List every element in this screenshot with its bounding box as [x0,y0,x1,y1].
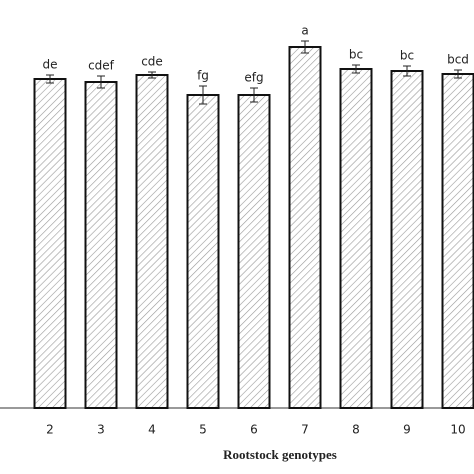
error-bar [97,75,105,89]
significance-letter: de [43,58,58,72]
x-tick-label: 6 [250,423,258,437]
x-tick-label: 7 [301,423,309,437]
x-tick-label: 10 [450,423,465,437]
error-bar [46,74,54,84]
significance-letter: fg [197,69,209,83]
error-bar [403,65,411,77]
bar [186,94,220,409]
significance-letter: bcd [447,53,469,67]
x-tick-label: 4 [148,423,156,437]
error-bar [199,85,207,105]
x-tick-label: 8 [352,423,360,437]
bar [237,94,271,409]
significance-letter: cdef [88,59,115,73]
x-tick-label: 3 [97,423,105,437]
x-tick-label: 5 [199,423,207,437]
significance-letter: bc [349,48,363,62]
significance-letter: bc [400,49,414,63]
bar [288,46,322,409]
error-bar [301,40,309,54]
bar [135,74,169,409]
bar [441,73,474,409]
x-tick-label: 2 [46,423,54,437]
error-bar [454,69,462,79]
error-bar [250,87,258,103]
error-bar [148,71,156,79]
bar [339,68,373,409]
significance-letter: a [301,24,308,38]
significance-letter: efg [244,71,263,85]
bar [390,70,424,409]
x-axis-label: Rootstock genotypes [223,447,337,462]
bar [84,81,118,409]
error-bar [352,64,360,74]
x-tick-label: 9 [403,423,411,437]
bar [33,78,67,409]
significance-letter: cde [141,55,163,69]
